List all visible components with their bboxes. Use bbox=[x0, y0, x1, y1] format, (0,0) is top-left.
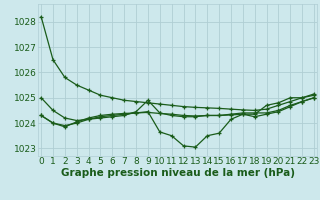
X-axis label: Graphe pression niveau de la mer (hPa): Graphe pression niveau de la mer (hPa) bbox=[60, 168, 295, 178]
